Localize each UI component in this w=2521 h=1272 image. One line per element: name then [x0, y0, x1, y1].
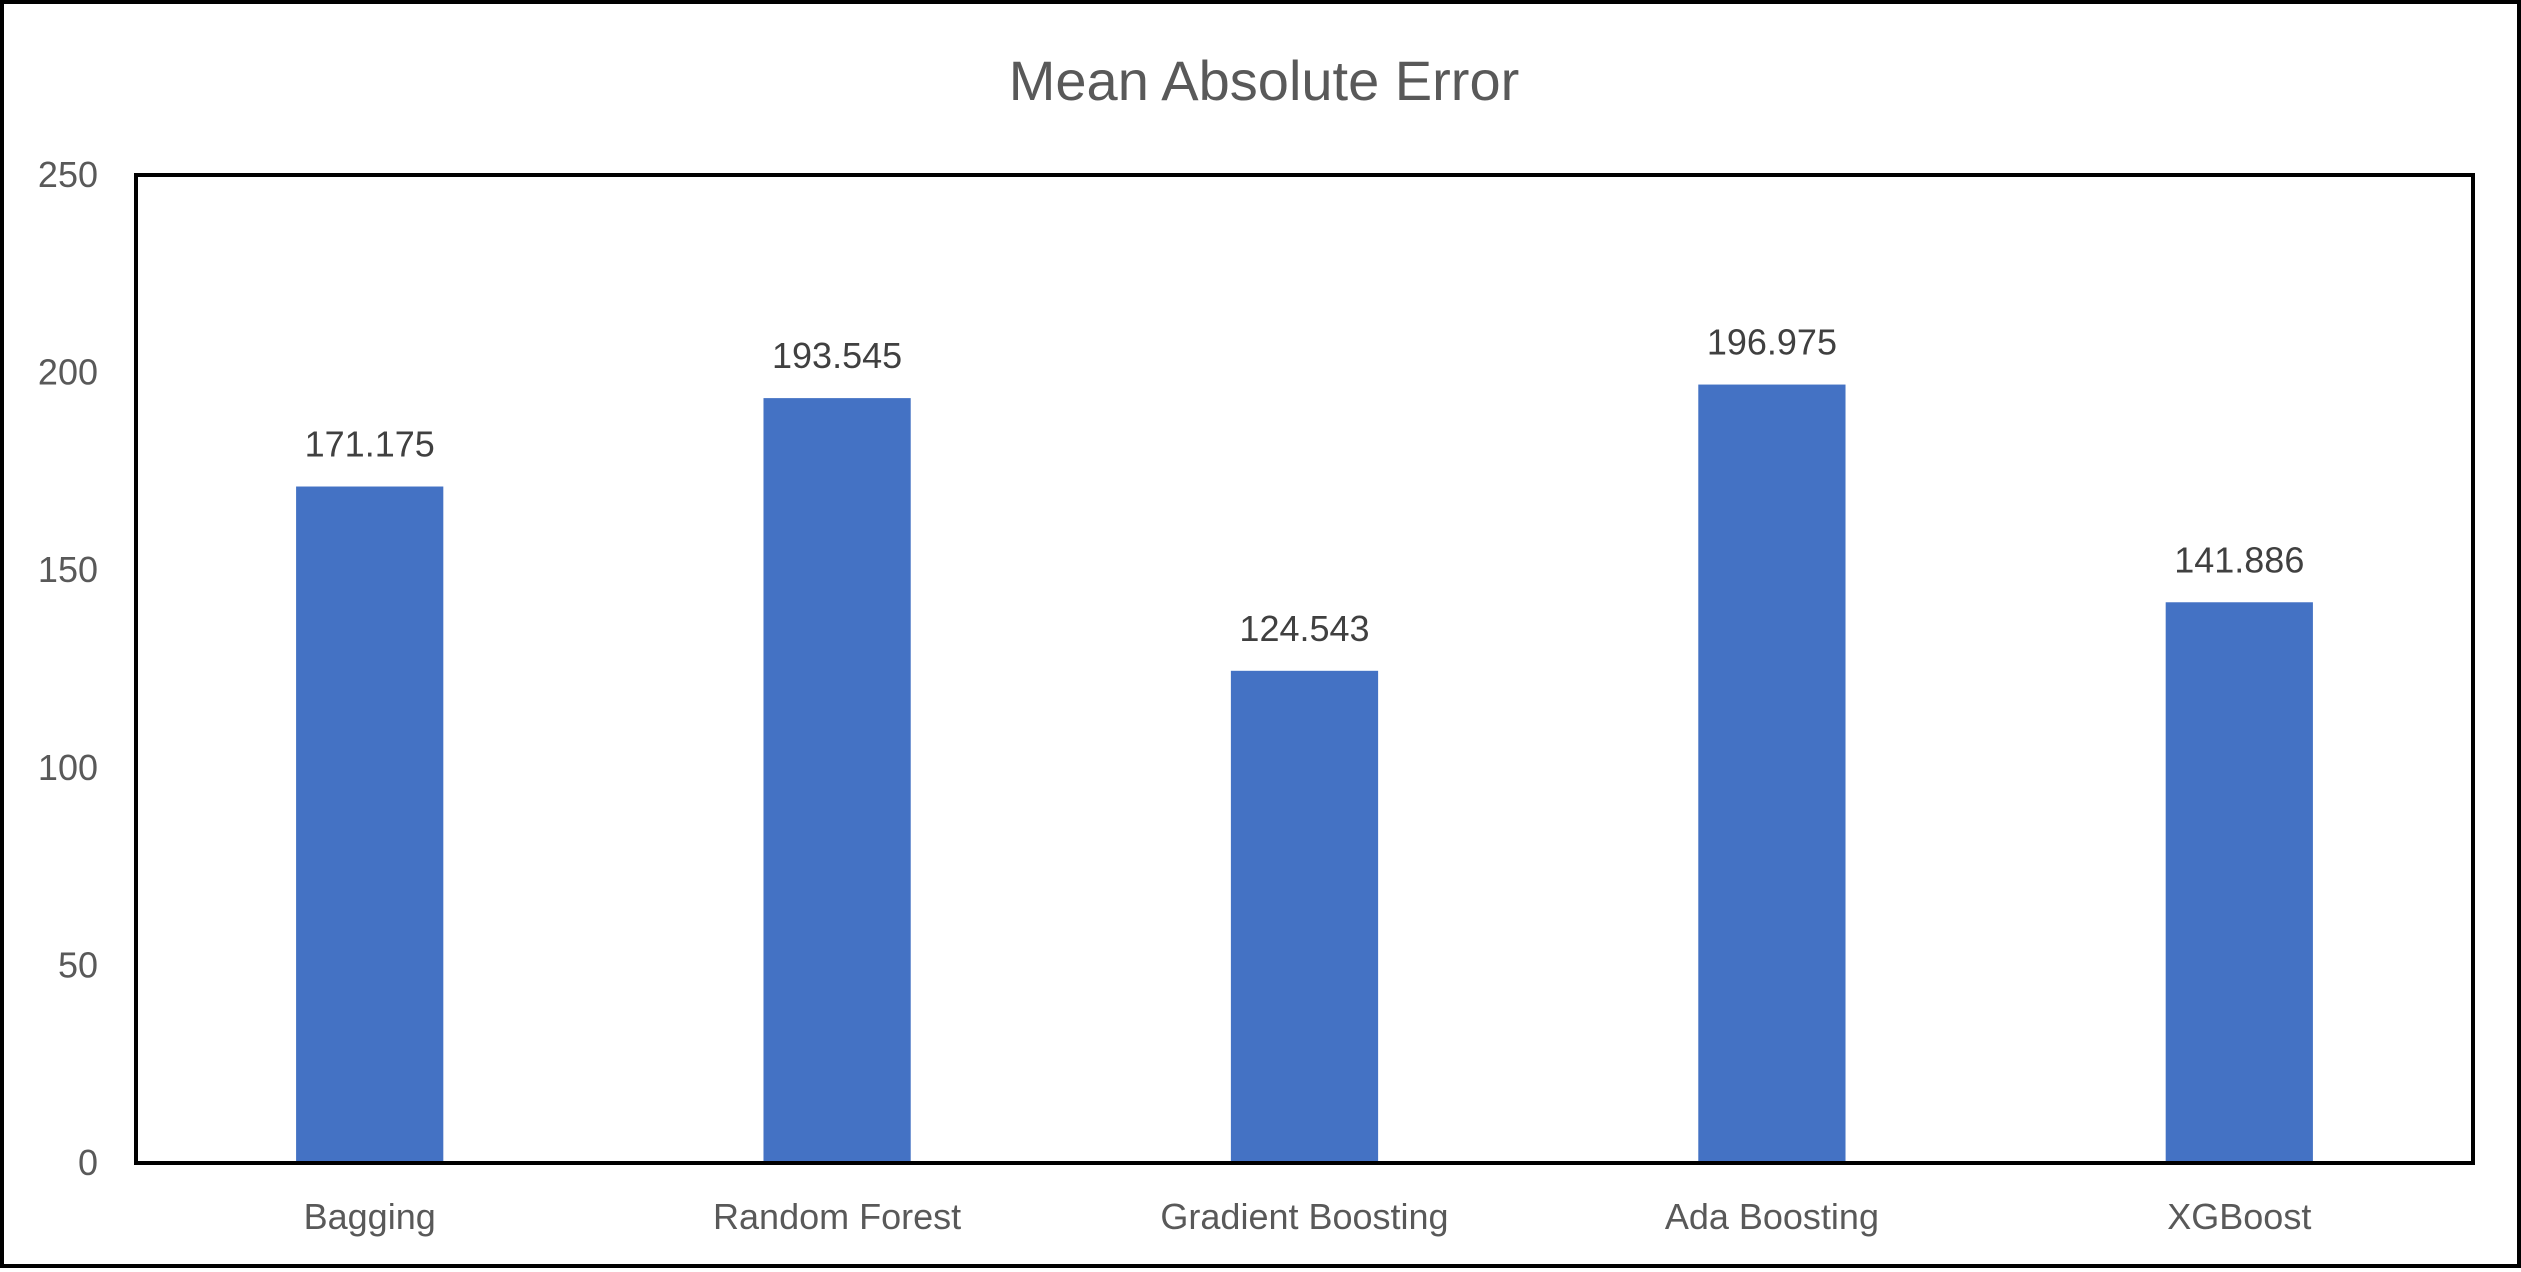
y-tick-label: 200: [38, 352, 98, 393]
y-axis-tick-labels: 0 50 100 150 200 250: [38, 154, 98, 1183]
bar-value-label: 196.975: [1707, 322, 1837, 363]
bar: [1698, 384, 1846, 1161]
plot-area-border: [134, 173, 2475, 1165]
x-axis-category-labels: Bagging Random Forest Gradient Boosting Ada…: [304, 1196, 2312, 1237]
bar: [1230, 670, 1379, 1161]
y-tick-label: 100: [38, 747, 98, 788]
y-tick-label: 0: [78, 1142, 98, 1183]
bar-value-label: 141.886: [2174, 539, 2304, 580]
y-tick-label: 150: [38, 549, 98, 590]
x-category-label: Gradient Boosting: [1160, 1196, 1448, 1237]
x-category-label: Ada Boosting: [1665, 1196, 1879, 1237]
bar: [296, 486, 444, 1162]
bar-value-label: 124.543: [1239, 608, 1369, 649]
bars-group: [296, 384, 2313, 1162]
data-labels-group: 171.175 193.545 124.543 196.975 141.886: [305, 322, 2305, 649]
bar: [763, 398, 911, 1161]
x-category-label: Random Forest: [713, 1196, 961, 1237]
x-category-label: Bagging: [304, 1196, 436, 1237]
y-tick-label: 50: [58, 944, 98, 985]
bar: [2165, 602, 2313, 1161]
bar-chart: Mean Absolute Error 0 50 100 150 200 250 171.…: [38, 49, 2475, 1237]
bar-value-label: 193.545: [772, 335, 902, 376]
chart-title: Mean Absolute Error: [1009, 49, 1519, 112]
x-category-label: XGBoost: [2167, 1196, 2311, 1237]
bar-value-label: 171.175: [305, 424, 435, 465]
y-tick-label: 250: [38, 154, 98, 195]
